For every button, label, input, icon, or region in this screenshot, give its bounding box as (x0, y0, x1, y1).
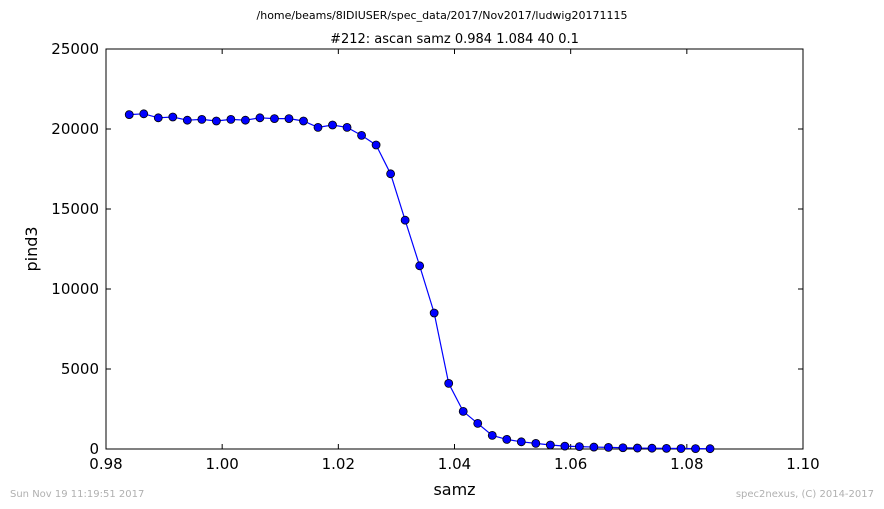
data-point (342, 123, 352, 132)
data-point (589, 442, 599, 452)
y-tick-label: 5000 (61, 360, 99, 378)
data-point (400, 215, 410, 225)
footer-credit: spec2nexus, (C) 2014-2017 (736, 489, 874, 500)
data-point (240, 115, 250, 125)
data-point (705, 444, 715, 454)
data-point (458, 406, 468, 416)
data-point (618, 443, 628, 453)
data-point (604, 442, 613, 452)
data-point (429, 308, 439, 318)
x-tick-label: 1.00 (205, 455, 238, 473)
data-point (211, 116, 221, 126)
data-point (574, 442, 584, 452)
data-point (255, 113, 265, 123)
data-point (197, 115, 207, 124)
y-tick-label: 20000 (51, 120, 99, 138)
file-path-header: /home/beams/8IDIUSER/spec_data/2017/Nov2… (257, 9, 628, 22)
x-tick-label: 0.98 (89, 455, 122, 473)
data-point (502, 434, 512, 444)
data-point (139, 109, 149, 119)
x-tick-label: 1.06 (554, 455, 587, 473)
data-point (328, 120, 337, 130)
data-point (299, 116, 308, 126)
data-point (662, 443, 671, 453)
data-point (270, 114, 279, 123)
data-point (168, 112, 178, 122)
data-point (182, 115, 192, 125)
data-point (647, 443, 657, 453)
y-tick-label: 10000 (51, 280, 99, 298)
data-point (444, 378, 454, 388)
data-point (371, 140, 381, 150)
data-point (124, 110, 134, 119)
plot-area: 0.98 1.00 1.02 1.04 1.06 1.08 1.10 0 5000 10000 15… (51, 40, 819, 473)
footer-timestamp: Sun Nov 19 11:19:51 2017 (10, 489, 144, 500)
data-point (415, 261, 425, 271)
x-tick-label: 1.08 (670, 455, 703, 473)
series-line (129, 113, 711, 450)
data-point (473, 418, 483, 428)
data-point (531, 438, 541, 448)
x-tick-label: 1.02 (322, 455, 355, 473)
data-point (487, 430, 497, 440)
data-point (284, 114, 294, 123)
data-point (691, 444, 700, 454)
y-axis-label: pind3 (22, 226, 41, 271)
data-point (545, 440, 555, 450)
data-point (357, 130, 366, 140)
y-tick-label: 15000 (51, 200, 99, 218)
axes-frame (105, 48, 804, 450)
x-axis-label: samz (433, 480, 475, 499)
data-point (676, 444, 686, 453)
y-tick-label: 25000 (51, 40, 99, 58)
data-point (153, 113, 163, 123)
x-tick-label: 1.04 (438, 455, 471, 473)
data-point (633, 443, 642, 453)
data-point (560, 441, 570, 451)
data-point (516, 437, 526, 447)
data-point (313, 123, 323, 132)
y-tick-label: 0 (89, 440, 99, 458)
x-tick-label: 1.10 (786, 455, 819, 473)
data-point (386, 169, 396, 179)
chart-title: #212: ascan samz 0.984 1.084 40 0.1 (330, 32, 579, 47)
data-point (226, 115, 236, 124)
